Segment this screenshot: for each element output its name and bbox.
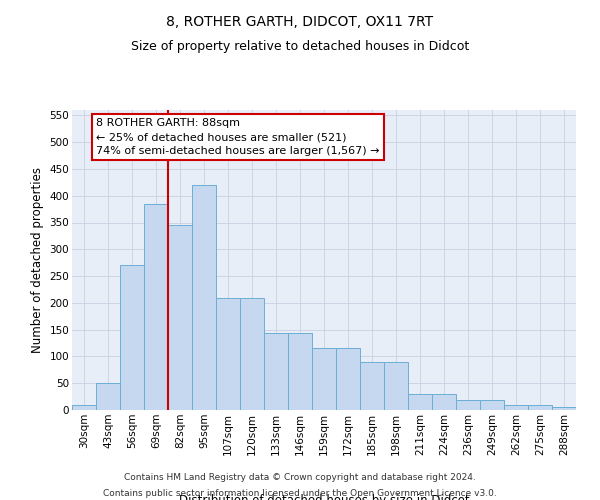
Bar	[264, 334, 288, 410]
Bar	[504, 404, 528, 410]
Bar	[432, 394, 456, 410]
X-axis label: Distribution of detached houses by size in Didcot: Distribution of detached houses by size …	[179, 494, 469, 500]
Bar	[144, 204, 168, 410]
Bar	[192, 185, 216, 410]
Text: Size of property relative to detached houses in Didcot: Size of property relative to detached ho…	[131, 40, 469, 53]
Bar	[360, 362, 384, 410]
Bar	[120, 266, 144, 410]
Text: 8, ROTHER GARTH, DIDCOT, OX11 7RT: 8, ROTHER GARTH, DIDCOT, OX11 7RT	[166, 15, 434, 29]
Y-axis label: Number of detached properties: Number of detached properties	[31, 167, 44, 353]
Bar	[72, 404, 96, 410]
Bar	[552, 408, 576, 410]
Bar	[408, 394, 432, 410]
Bar	[288, 334, 312, 410]
Bar	[312, 348, 336, 410]
Bar	[240, 298, 264, 410]
Bar	[480, 400, 504, 410]
Text: Contains public sector information licensed under the Open Government Licence v3: Contains public sector information licen…	[103, 488, 497, 498]
Bar	[336, 348, 360, 410]
Text: 8 ROTHER GARTH: 88sqm
← 25% of detached houses are smaller (521)
74% of semi-det: 8 ROTHER GARTH: 88sqm ← 25% of detached …	[96, 118, 380, 156]
Bar	[456, 400, 480, 410]
Bar	[96, 383, 120, 410]
Bar	[216, 298, 240, 410]
Bar	[528, 404, 552, 410]
Bar	[384, 362, 408, 410]
Text: Contains HM Land Registry data © Crown copyright and database right 2024.: Contains HM Land Registry data © Crown c…	[124, 474, 476, 482]
Bar	[168, 225, 192, 410]
